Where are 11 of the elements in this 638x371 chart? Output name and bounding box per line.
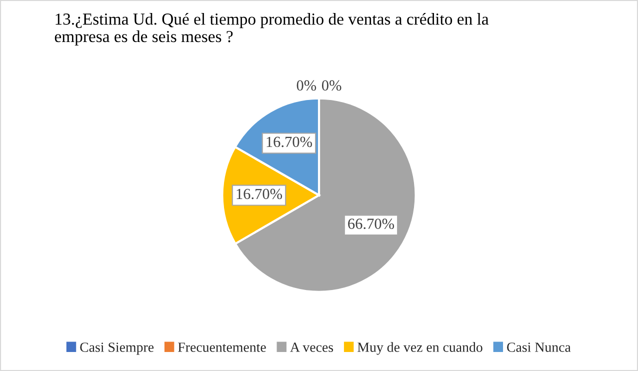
chart-title: 13.¿Estima Ud. Qué el tiempo promedio de ventas a crédito en la empresa es de seis meses ? <box>54 12 489 46</box>
legend-label: Casi Siempre <box>80 342 154 355</box>
data-label: 66.70% <box>348 218 394 230</box>
text: 0% <box>296 80 316 91</box>
data-label: 16.70% <box>266 136 312 148</box>
legend-label: A veces <box>290 342 334 352</box>
legend-label: Muy de vez en cuando <box>358 342 482 355</box>
text: 0% <box>322 80 342 91</box>
data-label: 16.70% <box>236 188 282 200</box>
legend-label: Frecuentemente <box>178 342 266 352</box>
legend-label: Casi Nunca <box>507 342 571 352</box>
